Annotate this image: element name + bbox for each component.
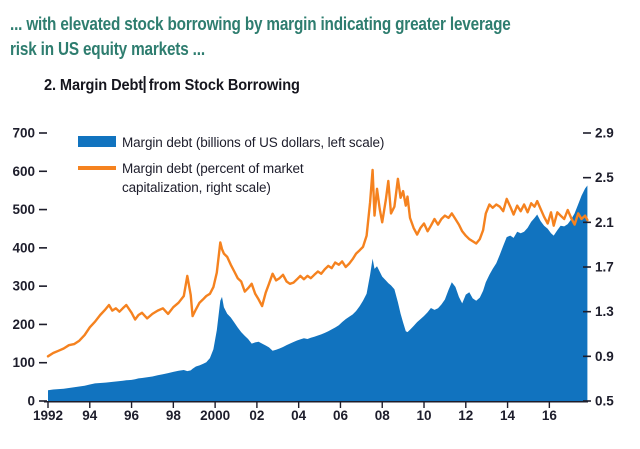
chart-title: 2. Margin Debt from Stock Borrowing [44,76,640,95]
y-left-tick-label: 700 [12,126,35,141]
y-right-tick-label: 1.3 [595,304,614,319]
x-axis-tick-label: 12 [458,408,473,423]
y-left-tick-label: 400 [12,240,35,255]
text-caret [144,76,146,93]
x-axis-tick-label: 96 [124,408,140,423]
y-right-tick-label: 0.5 [595,394,614,409]
x-axis-tick-label: 02 [249,408,264,423]
legend-label-percent-line1: Margin debt (percent of market [122,161,304,176]
y-right-tick-label: 2.1 [595,215,614,230]
y-right-tick-label: 0.9 [595,349,614,364]
x-axis-tick-label: 2000 [200,408,230,423]
headline-line2: risk in US equity markets ... [10,39,205,59]
y-left-tick-label: 0 [27,394,35,409]
y-right-tick-label: 2.5 [595,170,614,185]
percent-of-market-cap-line [46,168,589,358]
x-axis-tick-label: 08 [375,408,391,423]
legend-swatch-margin-debt [78,136,116,147]
figure-headline: ... with elevated stock borrowing by mar… [10,12,639,62]
headline-line1: ... with elevated stock borrowing by mar… [10,14,511,34]
x-axis-tick-label: 98 [166,408,182,423]
legend-label-percent: Margin debt (percent of market capitaliz… [122,159,304,197]
x-axis-tick-label: 06 [333,408,349,423]
chart-title-part1: 2. Margin Debt [44,77,144,94]
x-axis-tick-label: 94 [82,408,98,423]
x-axis-tick-label: 10 [416,408,431,423]
legend-label-margin-debt: Margin debt (billions of US dollars, lef… [122,135,385,150]
y-left-tick-label: 300 [12,279,35,294]
margin-debt-area [48,185,588,401]
x-axis-tick-label: 14 [500,408,516,423]
y-left-tick-label: 600 [12,164,35,179]
y-left-tick-label: 200 [12,317,35,332]
legend-swatch-percent-line [78,166,116,170]
legend-label-percent-line2: capitalization, right scale) [122,180,271,195]
y-right-tick-label: 1.7 [595,260,614,275]
chart-title-part2: from Stock Borrowing [148,77,300,94]
x-axis-tick-label: 1992 [33,408,63,423]
x-axis-tick-label: 04 [291,408,307,423]
y-left-tick-label: 100 [12,355,35,370]
y-left-tick-label: 500 [12,202,35,217]
x-axis-tick-label: 16 [542,408,558,423]
y-right-tick-label: 2.9 [595,126,614,141]
